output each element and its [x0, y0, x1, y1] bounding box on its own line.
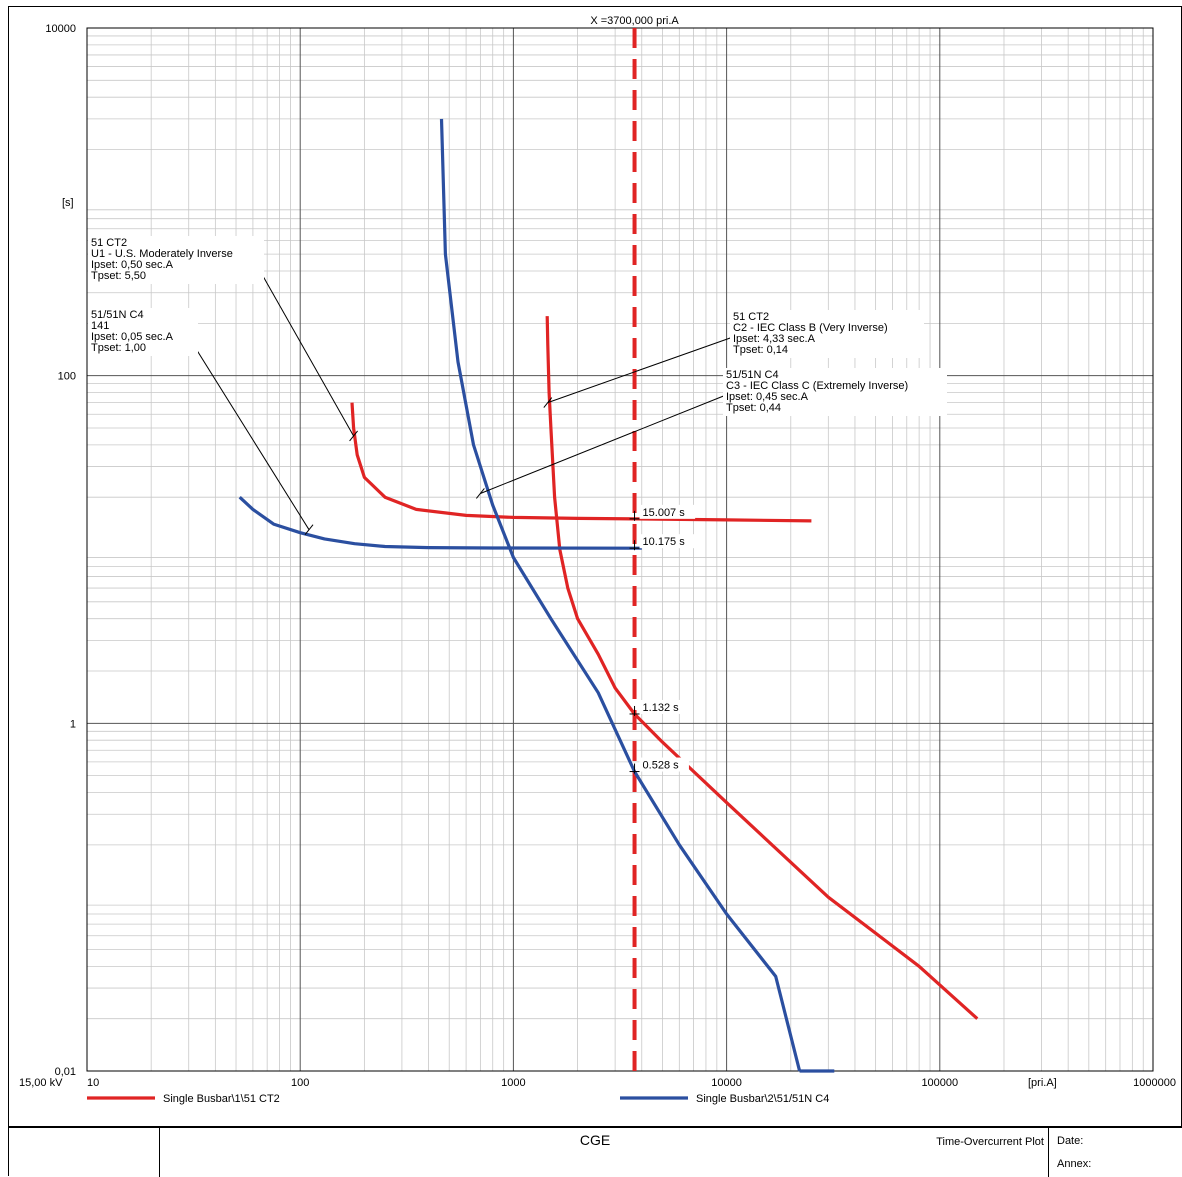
- point-label: 15.007 s: [643, 507, 686, 519]
- x-tick-label: 100000: [921, 1077, 958, 1089]
- point-label: 0.528 s: [643, 760, 680, 772]
- series-2-curve: [439, 118, 802, 1072]
- y-tick-label: 10000: [45, 23, 76, 35]
- y-tick-label: 1: [70, 718, 76, 730]
- annotation-text: Ipset: 4,33 sec.A: [733, 333, 816, 345]
- annotation-bg: [730, 310, 924, 358]
- annotation-leader: [182, 327, 310, 530]
- annotation-text: Tpset: 1,00: [91, 342, 146, 354]
- point-label-bg: [639, 504, 696, 519]
- x-tick-label: 1000: [501, 1077, 525, 1089]
- y-tick-label: 0,01: [55, 1066, 76, 1078]
- x-tick-label: 10: [87, 1077, 99, 1089]
- x-axis-label: [pri.A]: [1028, 1077, 1057, 1089]
- annotation-text: U1 - U.S. Moderately Inverse: [91, 248, 233, 260]
- annotation-bg: [723, 368, 947, 416]
- annotation-text: 51 CT2: [91, 237, 127, 249]
- series-1-curve: [545, 316, 979, 1020]
- series-2-curve: [238, 496, 642, 550]
- annotation-tick: [543, 397, 553, 408]
- annotation-text: 51/51N C4: [91, 309, 144, 321]
- title-block-info-cell: Date: Annex:: [1048, 1128, 1182, 1177]
- x-tick-label: 1000000: [1133, 1077, 1176, 1089]
- annotation-tick: [349, 430, 358, 442]
- vertical-marker-label-bg: [579, 12, 690, 27]
- legend-label: Single Busbar\2\51/51N C4: [696, 1093, 829, 1105]
- annotation-text: 141: [91, 320, 109, 332]
- company-name: CGE: [579, 1132, 611, 1148]
- annotation-leader: [547, 336, 734, 404]
- series-1-curve: [350, 402, 812, 523]
- annotation-text: Tpset: 0,44: [726, 402, 781, 414]
- annotation-text: Ipset: 0,05 sec.A: [91, 331, 174, 343]
- annotation-bg: [88, 236, 264, 284]
- annex-label: Annex:: [1057, 1158, 1092, 1170]
- x-tick-label: 10000: [711, 1077, 742, 1089]
- chart: 10000 100 1 0,01 10 100 1000 10000 100000 1000000…: [8, 6, 1182, 1127]
- annotation-bg: [88, 308, 198, 356]
- plot-area: [86, 27, 1154, 1072]
- legend-label: Single Busbar\1\51 CT2: [163, 1093, 280, 1105]
- annotation-text: C3 - IEC Class C (Extremely Inverse): [726, 380, 908, 392]
- annotation-text: Ipset: 0,50 sec.A: [91, 259, 174, 271]
- y-axis-label: [s]: [62, 197, 74, 209]
- annotation-text: Tpset: 5,50: [91, 270, 146, 282]
- point-label: 1.132 s: [643, 702, 680, 714]
- point-label-bg: [639, 757, 689, 772]
- x-tick-label: 100: [291, 1077, 309, 1089]
- annotation-text: 51 CT2: [733, 311, 769, 323]
- date-label: Date:: [1057, 1135, 1084, 1147]
- annotation-text: Tpset: 0,14: [733, 344, 788, 356]
- y-tick-label: 100: [58, 371, 76, 383]
- annotation-leader: [480, 394, 727, 494]
- point-label-bg: [639, 699, 689, 714]
- annotation-tick: [304, 524, 314, 536]
- plot-type-label: Time-Overcurrent Plot: [936, 1136, 1044, 1148]
- annotation-text: 51/51N C4: [726, 369, 779, 381]
- title-block: CGE Time-Overcurrent Plot Date: Annex:: [8, 1127, 1182, 1177]
- annotation-text: Ipset: 0,45 sec.A: [726, 391, 809, 403]
- point-label-bg: [639, 534, 696, 549]
- annotation-tick: [475, 488, 485, 499]
- vertical-marker-label: X =3700,000 pri.A: [590, 15, 679, 27]
- annotation-leader: [254, 261, 355, 437]
- point-label: 10.175 s: [643, 536, 686, 548]
- title-block-logo-cell: [9, 1128, 160, 1177]
- annotation-text: C2 - IEC Class B (Very Inverse): [733, 322, 888, 334]
- voltage-label: 15,00 kV: [19, 1077, 63, 1089]
